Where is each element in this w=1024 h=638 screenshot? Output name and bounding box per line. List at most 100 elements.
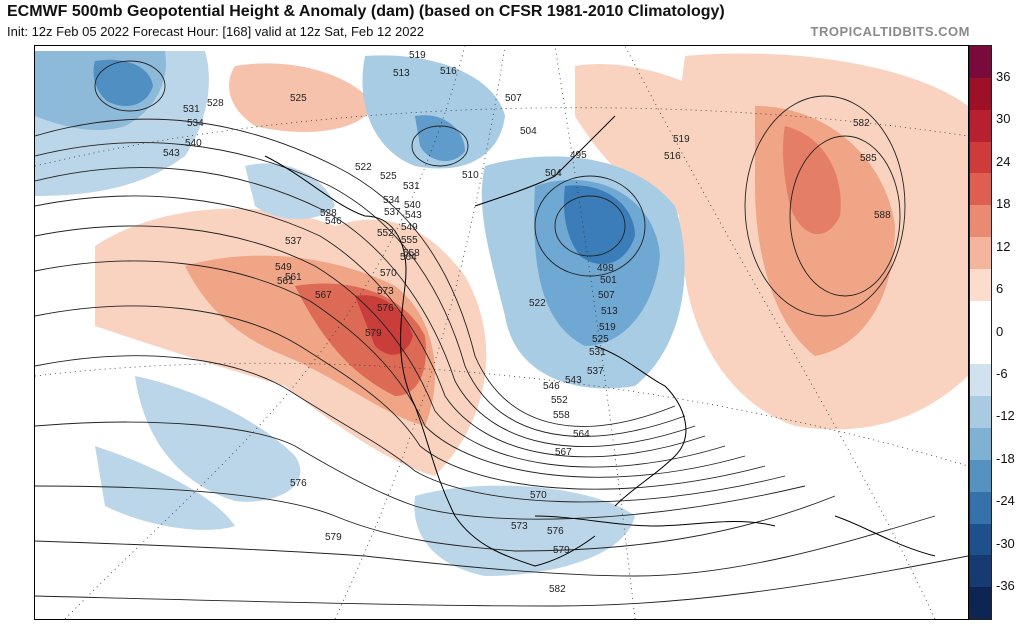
colorbar-segment [970,77,991,111]
contour-label: 513 [393,68,410,79]
contour-label: 573 [511,521,528,532]
contour-label: 552 [551,395,568,406]
contour-label: 567 [315,290,332,301]
contour-label: 528 [207,98,224,109]
contour-label: 549 [401,222,418,233]
contour-label: 522 [355,162,372,173]
colorbar-segment [970,428,991,461]
contour-label: 525 [290,93,307,104]
negative-anomaly-shading [35,51,685,576]
anomaly-colorbar [969,45,992,620]
contour-label: 543 [565,375,582,386]
contour-label: 564 [400,252,417,263]
contour-label: 531 [183,104,200,115]
contour-label: 537 [384,207,401,218]
contour-label: 573 [377,286,394,297]
colorbar-tick-label: 6 [996,281,1004,297]
colorbar-tick-label: 30 [996,111,1011,127]
colorbar-segment [970,555,991,588]
contour-label: 555 [401,235,418,246]
map-canvas: 519 513 516 507 504 525 528 531 534 540 … [35,46,968,619]
colorbar-segment [970,459,991,493]
contour-label: 534 [187,118,204,129]
contour-label: 582 [549,584,566,595]
contour-label: 525 [380,171,397,182]
colorbar-tick-label: 0 [996,323,1004,339]
contour-label: 498 [597,263,614,274]
contour-label: 543 [405,210,422,221]
colorbar-segment [970,523,991,556]
contour-label: 579 [365,328,382,339]
contour-label: 579 [553,545,570,556]
contour-label: 588 [874,210,891,221]
contour-label: 507 [598,290,615,301]
colorbar-segment [970,173,991,206]
colorbar-tick-label: 36 [996,68,1011,84]
contour-label: 540 [185,138,202,149]
graticule [35,46,968,619]
contour-label: 528 [320,208,337,219]
contour-label: 537 [587,366,604,377]
colorbar-tick-label: -36 [996,578,1015,594]
contour-label: 564 [573,429,590,440]
colorbar-segment [970,46,991,79]
colorbar-segment [970,300,991,333]
contour-label: 504 [545,168,562,179]
coastlines [264,115,936,567]
contour-label: 579 [325,532,342,543]
contour-label: 558 [553,410,570,421]
contour-label: 495 [570,150,587,161]
contour-label: 513 [601,306,618,317]
contour-label: 519 [599,322,616,333]
forecast-info: Init: 12z Feb 05 2022 Forecast Hour: [16… [7,24,424,39]
height-contours [35,60,968,607]
colorbar-segment [970,332,991,365]
contour-label: 576 [290,478,307,489]
contour-label: 567 [555,447,572,458]
contour-label: 516 [664,151,681,162]
contour-label: 534 [383,195,400,206]
colorbar-tick-label: 12 [996,238,1011,254]
colorbar-segment [970,205,991,238]
colorbar-tick-label: -12 [996,408,1015,424]
contour-label: 522 [529,298,546,309]
contour-label: 585 [860,153,877,164]
contour-label: 552 [377,228,394,239]
contour-labels: 519 513 516 507 504 525 528 531 534 540 … [163,50,891,595]
contour-label: 540 [404,200,421,211]
colorbar-tick-label: 24 [996,153,1011,169]
contour-label: 507 [505,93,522,104]
colorbar-tick-label: -30 [996,535,1015,551]
colorbar-segment [970,491,991,524]
contour-label: 558 [403,248,420,259]
forecast-map: 519 513 516 507 504 525 528 531 534 540 … [34,45,969,620]
colorbar-segment [970,237,991,270]
contour-label: 537 [285,236,302,247]
contour-label: 576 [377,303,394,314]
contour-label: 546 [325,216,342,227]
contour-label: 519 [409,50,426,61]
contour-label: 531 [403,181,420,192]
contour-label: 519 [673,134,690,145]
contour-label: 543 [163,148,180,159]
colorbar-tick-label: -24 [996,493,1015,509]
contour-label: 570 [380,268,397,279]
contour-label: 516 [440,66,457,77]
colorbar-tick-label: 18 [996,196,1011,212]
contour-label: 561 [285,272,302,283]
contour-label: 582 [853,118,870,129]
contour-label: 504 [520,126,537,137]
contour-label: 510 [462,170,479,181]
contour-label: 549 [275,262,292,273]
contour-label: 501 [600,275,617,286]
colorbar-segment [970,587,991,620]
colorbar-segment [970,364,991,397]
contour-label: 531 [589,347,606,358]
colorbar-tick-label: -6 [996,365,1008,381]
contour-label: 561 [277,276,294,287]
colorbar-segment [970,268,991,302]
colorbar-tick-label: -18 [996,450,1015,466]
contour-label: 570 [530,490,547,501]
colorbar-segment [970,396,991,429]
colorbar-segment [970,141,991,174]
